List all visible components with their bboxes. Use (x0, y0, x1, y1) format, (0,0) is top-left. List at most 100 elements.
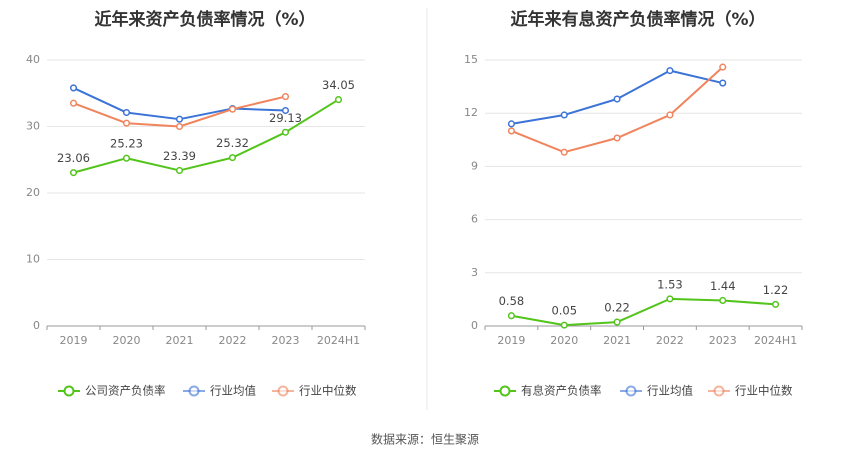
legend-swatch-marker (499, 385, 511, 397)
legend-label: 有息资产负债率 (521, 384, 602, 398)
legend-swatch-marker (713, 385, 725, 397)
data-point (613, 134, 621, 142)
x-tick-label: 2024H1 (754, 334, 797, 347)
series-1: 23.06 25.23 23.39 25.32 29.13 34.05 (57, 78, 355, 177)
y-tick-label: 10 (26, 253, 40, 266)
y-tick-label: 0 (33, 319, 40, 332)
data-label: 0.58 (499, 294, 525, 308)
data-point (175, 122, 184, 131)
y-tick-label: 0 (471, 319, 478, 332)
data-point (228, 105, 237, 113)
y-tick-label: 3 (471, 266, 478, 279)
data-point (719, 296, 727, 305)
data-point (69, 169, 78, 177)
series-2 (507, 67, 727, 128)
y-tick-label: 6 (471, 213, 478, 226)
legend-item-3[interactable]: 行业中位数 (272, 384, 357, 398)
legend-label: 行业均值 (210, 384, 256, 398)
chart-title: 近年来有息资产负债率情况（%） (510, 9, 765, 30)
chart-panel-2: 近年来有息资产负债率情况（%） 0 3 6 9 12 15 2019 2020 2021 2022 2… (464, 9, 803, 398)
data-point (666, 295, 674, 303)
series-3 (507, 63, 727, 156)
data-point (666, 111, 674, 119)
data-point (281, 93, 290, 101)
data-point (613, 95, 621, 103)
legend-swatch-marker (188, 385, 200, 397)
data-label: 0.05 (551, 304, 577, 318)
data-point (772, 300, 780, 308)
legend-swatch-marker (625, 385, 637, 397)
data-point (175, 166, 184, 175)
data-point (507, 120, 515, 128)
data-point (719, 63, 727, 71)
x-tick-label: 2020 (550, 334, 578, 347)
x-tick-label: 2021 (166, 334, 194, 347)
x-tick-label: 2023 (272, 334, 300, 347)
x-tick-label: 2024H1 (317, 334, 360, 347)
x-tick-label: 2022 (219, 334, 247, 347)
y-tick-label: 15 (464, 53, 478, 66)
data-point (507, 127, 515, 135)
chart-panel-1: 近年来资产负债率情况（%） 0 10 20 30 40 2019 2020 2021 2022 20… (26, 9, 366, 398)
series-line (73, 98, 340, 174)
series-3 (69, 93, 290, 131)
data-label: 1.44 (710, 279, 736, 293)
data-label: 25.32 (216, 136, 249, 150)
x-tick-label: 2020 (113, 334, 141, 347)
x-tick-label: 2021 (603, 334, 631, 347)
legend-item-2[interactable]: 行业均值 (183, 384, 256, 398)
data-point (122, 108, 131, 117)
data-point (228, 154, 237, 162)
data-label: 29.13 (269, 111, 302, 125)
x-tick-label: 2019 (60, 334, 88, 347)
data-label: 1.53 (657, 277, 683, 291)
legend-swatch-marker (277, 385, 289, 397)
chart-title: 近年来资产负债率情况（%） (94, 9, 315, 30)
data-point (719, 79, 727, 87)
data-point (560, 148, 568, 156)
data-label: 23.06 (57, 151, 90, 165)
data-point (69, 84, 78, 92)
data-label: 34.05 (322, 78, 355, 92)
series-1: 0.58 0.05 0.22 1.53 1.44 1.22 (499, 277, 789, 329)
data-point (613, 318, 621, 326)
series-line (511, 297, 776, 327)
y-tick-label: 20 (26, 186, 40, 199)
legend-label: 公司资产负债率 (85, 384, 166, 398)
data-point (281, 128, 290, 136)
data-label: 25.23 (110, 137, 143, 151)
data-point (175, 115, 184, 123)
legend-item-1[interactable]: 有息资产负债率 (494, 384, 602, 398)
y-tick-label: 12 (464, 106, 478, 119)
data-point (334, 96, 343, 104)
data-label: 0.22 (604, 301, 630, 315)
data-point (666, 67, 674, 75)
data-point (122, 119, 131, 127)
y-tick-label: 9 (471, 159, 478, 172)
data-point (122, 154, 131, 162)
data-point (281, 106, 290, 115)
y-tick-label: 40 (26, 53, 40, 66)
data-point (560, 321, 568, 329)
x-tick-label: 2023 (709, 334, 737, 347)
legend-swatch-marker (63, 385, 75, 397)
legend: 公司资产负债率 行业均值 行业中位数 (58, 384, 357, 398)
y-tick-label: 30 (26, 120, 40, 133)
legend-item-1[interactable]: 公司资产负债率 (58, 384, 166, 398)
data-label: 1.22 (763, 283, 789, 297)
legend-label: 行业中位数 (735, 384, 793, 398)
source-note: 数据来源：恒生聚源 (371, 432, 479, 447)
data-point (507, 312, 515, 320)
data-label: 23.39 (163, 149, 196, 163)
legend-item-2[interactable]: 行业均值 (620, 384, 693, 398)
legend-label: 行业中位数 (299, 384, 357, 398)
legend: 有息资产负债率 行业均值 行业中位数 (494, 384, 793, 398)
legend-item-3[interactable]: 行业中位数 (708, 384, 793, 398)
legend-label: 行业均值 (647, 384, 693, 398)
x-tick-label: 2022 (656, 334, 684, 347)
x-tick-label: 2019 (497, 334, 525, 347)
data-point (69, 99, 78, 107)
data-point (560, 111, 568, 119)
